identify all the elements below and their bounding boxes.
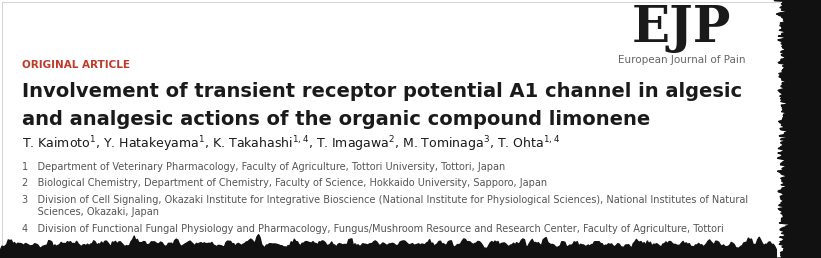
Text: European Journal of Pain: European Journal of Pain (617, 55, 745, 65)
Text: 2   Biological Chemistry, Department of Chemistry, Faculty of Science, Hokkaido : 2 Biological Chemistry, Department of Ch… (22, 179, 548, 189)
Text: Involvement of transient receptor potential A1 channel in algesic: Involvement of transient receptor potent… (22, 82, 742, 101)
Text: ORIGINAL ARTICLE: ORIGINAL ARTICLE (22, 60, 131, 70)
Text: 1   Department of Veterinary Pharmacology, Faculty of Agriculture, Tottori Unive: 1 Department of Veterinary Pharmacology,… (22, 162, 506, 172)
Text: and analgesic actions of the organic compound limonene: and analgesic actions of the organic com… (22, 110, 650, 129)
Text: Sciences, Okazaki, Japan: Sciences, Okazaki, Japan (22, 207, 159, 217)
Text: 3   Division of Cell Signaling, Okazaki Institute for Integrative Bioscience (Na: 3 Division of Cell Signaling, Okazaki In… (22, 195, 748, 205)
Text: 4   Division of Functional Fungal Physiology and Pharmacology, Fungus/Mushroom R: 4 Division of Functional Fungal Physiolo… (22, 223, 724, 233)
Text: T. Kaimoto$^1$, Y. Hatakeyama$^1$, K. Takahashi$^{1,4}$, T. Imagawa$^2$, M. Tomi: T. Kaimoto$^1$, Y. Hatakeyama$^1$, K. Ta… (22, 134, 560, 154)
Text: EJP: EJP (631, 4, 732, 53)
